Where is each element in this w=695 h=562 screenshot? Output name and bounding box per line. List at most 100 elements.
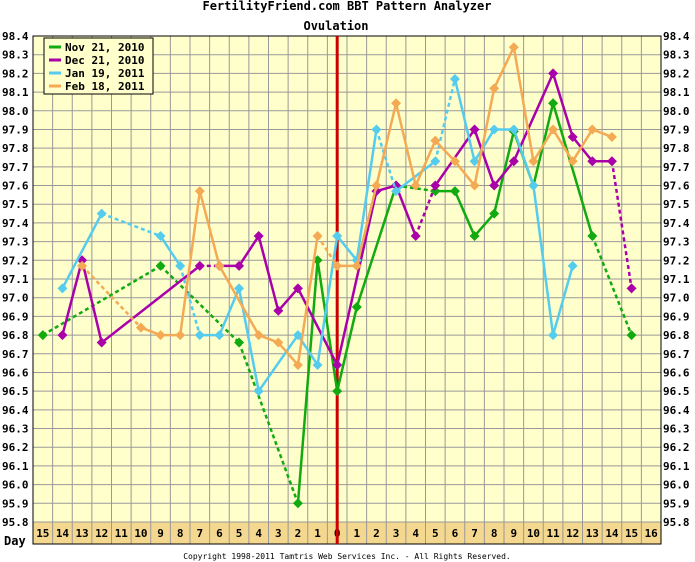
legend-label: Dec 21, 2010 <box>65 54 144 67</box>
data-point <box>410 180 421 191</box>
data-point <box>469 156 480 167</box>
y-tick-label-left: 96.5 <box>2 385 29 398</box>
data-point <box>253 330 264 341</box>
series-line-segment <box>414 185 437 237</box>
data-point <box>391 186 402 197</box>
series-line-segment <box>237 342 300 504</box>
data-point <box>587 231 598 242</box>
data-point <box>312 255 323 266</box>
data-point <box>292 283 303 294</box>
y-tick-label-right: 96.7 <box>663 348 690 361</box>
y-tick-label-right: 97.7 <box>663 161 690 174</box>
data-point <box>469 124 480 135</box>
series-line-segment <box>473 212 496 237</box>
data-point <box>194 260 205 271</box>
series-line-segment <box>238 235 260 267</box>
series-line-segment <box>434 78 457 162</box>
series-line-segment <box>512 47 535 162</box>
y-tick-label-right: 96.0 <box>663 479 690 492</box>
y-tick-label-left: 97.1 <box>2 273 29 286</box>
y-tick-label-right: 96.5 <box>663 385 690 398</box>
data-point <box>606 156 617 167</box>
series-line-segment <box>218 265 260 336</box>
x-tick-label: 5 <box>432 527 439 540</box>
y-tick-label-left: 96.1 <box>2 460 29 473</box>
data-point <box>626 330 637 341</box>
series-line-segment <box>394 185 417 237</box>
y-tick-label-right: 97.9 <box>663 123 690 136</box>
data-point <box>449 186 460 197</box>
data-point <box>37 330 48 341</box>
y-tick-label-right: 96.9 <box>663 310 690 323</box>
data-point <box>332 231 343 242</box>
series-line-segment <box>316 235 339 267</box>
y-tick-label-right: 97.2 <box>663 254 690 267</box>
y-tick-label-left: 96.3 <box>2 423 29 436</box>
y-tick-label-right: 96.3 <box>663 423 690 436</box>
data-point <box>351 302 362 313</box>
series-line-segment <box>473 88 496 186</box>
x-tick-label: 11 <box>115 527 129 540</box>
data-point <box>312 231 323 242</box>
series-line-segment <box>395 160 437 193</box>
series-line-segment <box>473 129 496 186</box>
series-line-segment <box>296 287 339 366</box>
y-tick-label-left: 97.4 <box>2 217 29 230</box>
data-point <box>567 156 578 167</box>
data-point <box>292 330 303 341</box>
x-tick-label: 10 <box>134 527 147 540</box>
y-tick-label-left: 97.3 <box>2 236 29 249</box>
series-3 <box>57 73 578 397</box>
copyright-text: Copyright 1998-2011 Tamtris Web Services… <box>183 552 511 561</box>
x-tick-label: 2 <box>373 527 380 540</box>
data-point <box>430 135 441 146</box>
data-point <box>273 305 284 316</box>
y-tick-label-left: 96.0 <box>2 479 29 492</box>
data-point <box>234 337 245 348</box>
data-point <box>489 180 500 191</box>
x-tick-label: 1 <box>314 527 321 540</box>
series-line-segment <box>434 139 456 163</box>
y-tick-label-right: 97.3 <box>663 236 690 249</box>
y-tick-label-right: 98.0 <box>663 105 690 118</box>
series-line-segment <box>159 235 182 267</box>
y-tick-label-right: 97.4 <box>663 217 690 230</box>
series-line-segment <box>532 128 555 162</box>
series-line-segment <box>61 259 84 336</box>
x-tick-label: 10 <box>527 527 540 540</box>
series-line-segment <box>277 341 299 366</box>
y-tick-label-left: 96.2 <box>2 441 29 454</box>
data-point <box>175 330 186 341</box>
series-line-segment <box>335 190 378 366</box>
y-tick-label-right: 97.5 <box>663 198 690 211</box>
data-point <box>567 260 578 271</box>
data-point <box>253 386 264 397</box>
x-tick-label: 9 <box>157 527 164 540</box>
series-line-segment <box>336 235 358 262</box>
data-point <box>273 337 284 348</box>
x-axis-label: Day <box>4 534 26 548</box>
x-tick-label: 12 <box>95 527 108 540</box>
series-layer <box>37 42 637 509</box>
y-tick-label-left: 96.8 <box>2 329 29 342</box>
series-line-segment <box>355 129 378 261</box>
series-line-segment <box>178 265 202 336</box>
series-line-segment <box>316 235 339 366</box>
series-line-segment <box>551 128 574 162</box>
series-line-segment <box>101 212 162 238</box>
x-tick-label: 6 <box>452 527 459 540</box>
x-tick-label: 11 <box>546 527 560 540</box>
y-tick-label-left: 96.6 <box>2 366 29 379</box>
x-tick-label: 2 <box>295 527 302 540</box>
y-tick-label-right: 98.4 <box>663 30 690 43</box>
data-point <box>292 359 303 370</box>
x-tick-label: 6 <box>216 527 223 540</box>
series-line-segment <box>493 46 515 89</box>
x-tick-label: 3 <box>275 527 282 540</box>
data-point <box>351 255 362 266</box>
series-line-segment <box>277 287 299 312</box>
legend-box <box>43 37 154 95</box>
data-point <box>548 330 559 341</box>
data-point <box>489 83 500 94</box>
x-tick-label: 7 <box>197 527 204 540</box>
